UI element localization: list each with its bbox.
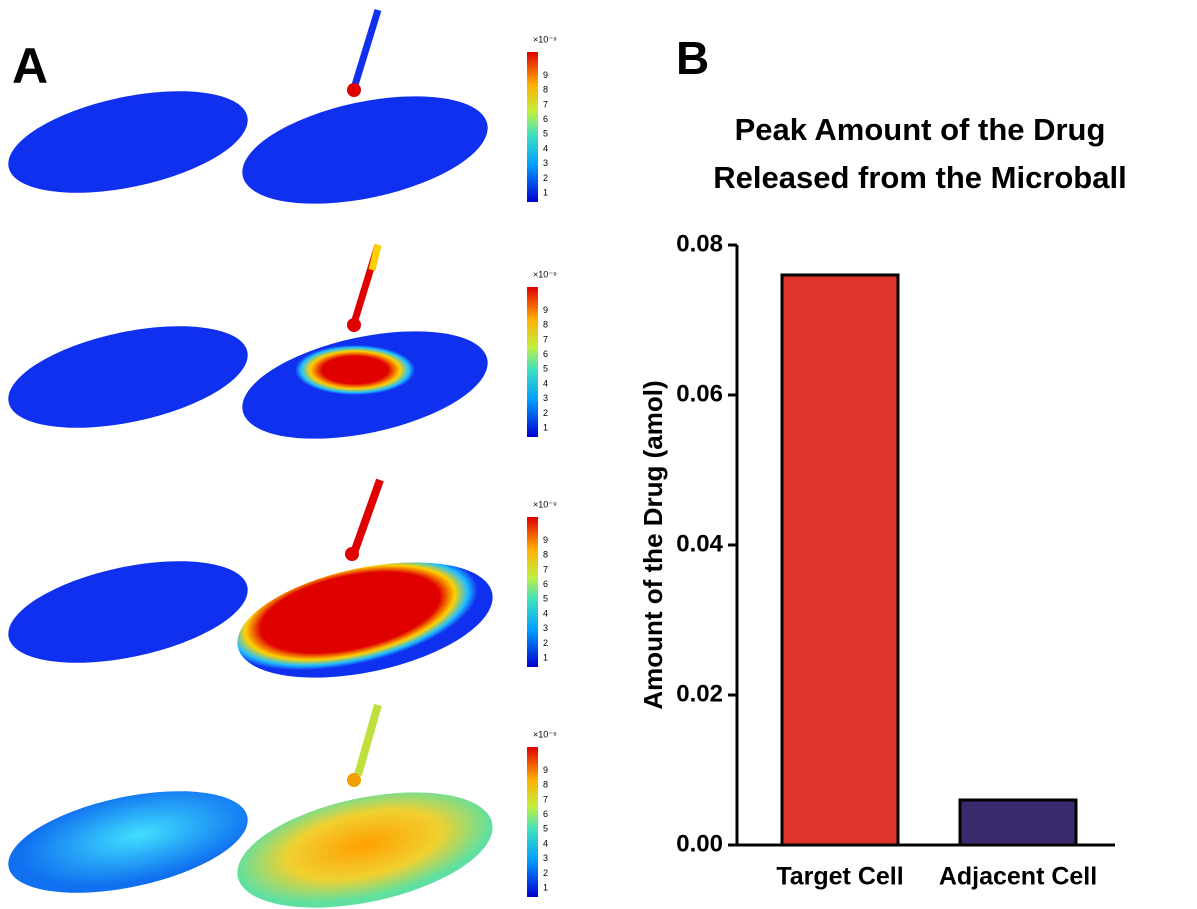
colorbar-tick-label: 3 (543, 158, 548, 168)
colorbar-tick-label: 9 (543, 765, 548, 775)
colorbar-tick-label: 6 (543, 114, 548, 124)
colorbar-tick-label: 1 (543, 653, 548, 663)
y-tick-label: 0.04 (676, 530, 723, 557)
colorbar-label: ×10⁻⁹ (533, 499, 557, 509)
colorbar-tick-label: 2 (543, 638, 548, 648)
colorbar-tick-label: 5 (543, 594, 548, 604)
sim-row (8, 703, 493, 908)
colorbar-tick-label: 9 (543, 70, 548, 80)
sim-row (8, 243, 488, 439)
colorbar-tick-label: 7 (543, 99, 548, 109)
panel-label: A (12, 38, 48, 94)
y-tick-label: 0.00 (676, 830, 723, 857)
y-axis-title: Amount of the Drug (amol) (638, 380, 668, 709)
colorbar-tick-label: 7 (543, 564, 548, 574)
colorbar-tick-label: 4 (543, 608, 548, 618)
colorbar-tick-label: 2 (543, 868, 548, 878)
colorbar (527, 287, 538, 437)
sim-row (8, 8, 488, 204)
y-tick-label: 0.08 (676, 230, 723, 257)
colorbar (527, 52, 538, 202)
x-tick-label: Adjacent Cell (939, 863, 1097, 891)
sim-row (8, 478, 493, 678)
bar (958, 798, 1078, 847)
colorbar-tick-label: 5 (543, 824, 548, 834)
y-tick-label: 0.06 (676, 380, 723, 407)
colorbar-tick-label: 8 (543, 780, 548, 790)
colorbar-tick-label: 3 (543, 853, 548, 863)
colorbar-tick-label: 4 (543, 838, 548, 848)
colorbar-tick-label: 8 (543, 85, 548, 95)
colorbar-tick-label: 5 (543, 364, 548, 374)
colorbar-tick-label: 6 (543, 349, 548, 359)
x-tick-label: Target Cell (776, 863, 903, 891)
colorbar-tick-label: 3 (543, 393, 548, 403)
colorbar-label: ×10⁻⁹ (533, 34, 557, 44)
colorbar-tick-label: 6 (543, 579, 548, 589)
chart-title: Peak Amount of the Drug (735, 112, 1106, 147)
colorbar-label: ×10⁻⁹ (533, 269, 557, 279)
colorbar-tick-label: 9 (543, 535, 548, 545)
colorbar-tick-label: 8 (543, 320, 548, 330)
colorbar-tick-label: 4 (543, 143, 548, 153)
colorbar-tick-label: 7 (543, 794, 548, 804)
colorbar-tick-label: 7 (543, 334, 548, 344)
colorbar-tick-label: 5 (543, 129, 548, 139)
colorbar-tick-label: 3 (543, 623, 548, 633)
colorbar-tick-label: 4 (543, 378, 548, 388)
y-tick-label: 0.02 (676, 680, 723, 707)
bar (780, 273, 900, 847)
colorbar-tick-label: 9 (543, 305, 548, 315)
colorbar-tick-label: 2 (543, 173, 548, 183)
chart-title: Released from the Microball (713, 160, 1126, 195)
colorbar (527, 747, 538, 897)
colorbar-tick-label: 1 (543, 188, 548, 198)
colorbar-label: ×10⁻⁹ (533, 729, 557, 739)
colorbar (527, 517, 538, 667)
colorbar-tick-label: 1 (543, 883, 548, 893)
colorbar-tick-label: 8 (543, 550, 548, 560)
colorbar-tick-label: 6 (543, 809, 548, 819)
colorbar-tick-label: 2 (543, 408, 548, 418)
colorbar-tick-label: 1 (543, 423, 548, 433)
panel-label: B (676, 32, 709, 84)
simulation-images (8, 8, 493, 908)
